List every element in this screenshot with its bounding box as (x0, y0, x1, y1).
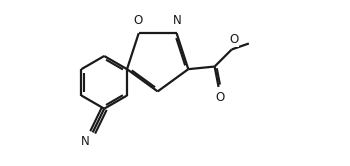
Text: O: O (133, 14, 143, 27)
Text: N: N (173, 14, 182, 27)
Text: O: O (229, 33, 238, 46)
Text: O: O (215, 91, 224, 104)
Text: N: N (81, 135, 90, 148)
